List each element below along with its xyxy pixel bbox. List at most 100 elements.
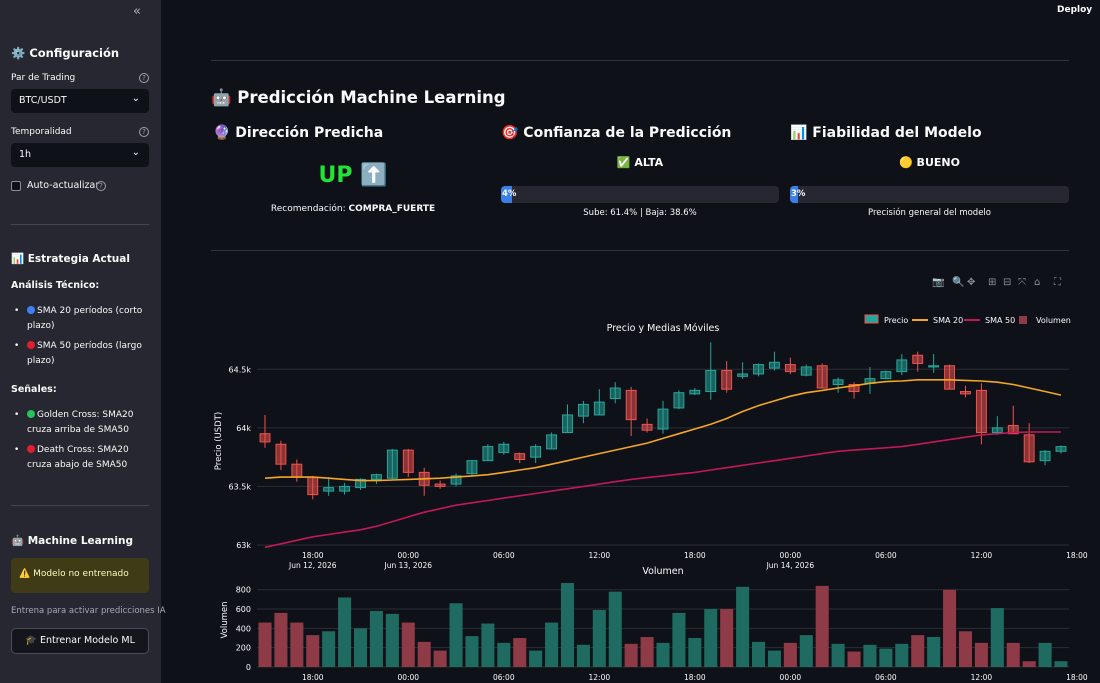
candle[interactable]	[514, 453, 526, 460]
timeframe-help-icon[interactable]: ?	[139, 127, 149, 137]
fullscreen-icon[interactable]: ⛶	[1054, 277, 1061, 288]
volume-bar[interactable]	[1038, 642, 1052, 667]
candle[interactable]	[1055, 446, 1067, 452]
candle[interactable]	[291, 463, 303, 478]
volume-bar[interactable]	[338, 597, 352, 667]
candle[interactable]	[386, 449, 398, 479]
candle[interactable]	[753, 364, 764, 375]
volume-bar[interactable]	[369, 610, 383, 667]
volume-bar[interactable]	[465, 636, 479, 667]
sma50-line[interactable]	[264, 431, 1061, 549]
candle[interactable]	[641, 423, 653, 431]
volume-bar[interactable]	[990, 608, 1004, 667]
volume-bar[interactable]	[322, 631, 336, 667]
candle[interactable]	[339, 485, 351, 492]
candle[interactable]	[657, 408, 669, 430]
candle[interactable]	[928, 365, 940, 368]
candle[interactable]	[498, 443, 510, 453]
legend-label-sma20[interactable]: SMA 20	[933, 316, 963, 325]
volume-bar[interactable]	[385, 613, 399, 667]
volume-bar[interactable]	[720, 609, 734, 667]
candle[interactable]	[562, 414, 573, 434]
volume-bar[interactable]	[974, 642, 988, 667]
auto-update-checkbox[interactable]	[11, 181, 21, 191]
candle[interactable]	[323, 487, 335, 492]
volume-bar[interactable]	[783, 642, 797, 667]
volume-bar[interactable]	[497, 642, 511, 667]
volume-bar[interactable]	[688, 638, 702, 667]
volume-bar[interactable]	[560, 582, 575, 667]
candle[interactable]	[848, 384, 860, 393]
volume-bar[interactable]	[640, 637, 654, 667]
candle[interactable]	[577, 403, 589, 417]
candle[interactable]	[880, 371, 892, 380]
sma20-line[interactable]	[264, 379, 1062, 482]
volume-bar[interactable]	[449, 603, 463, 667]
candle[interactable]	[593, 401, 605, 416]
candle[interactable]	[625, 389, 637, 421]
collapse-sidebar-icon[interactable]: «	[133, 4, 141, 19]
candle[interactable]	[673, 392, 685, 409]
volume-bar[interactable]	[1054, 661, 1068, 667]
candle[interactable]	[991, 427, 1003, 434]
volume-bar[interactable]	[433, 650, 447, 667]
candle[interactable]	[450, 475, 462, 485]
volume-bar[interactable]	[274, 612, 288, 667]
zoom-icon[interactable]: 🔍	[952, 277, 965, 288]
volume-bar[interactable]	[290, 622, 304, 667]
volume-bar[interactable]	[799, 635, 813, 667]
volume-bar[interactable]	[847, 651, 861, 667]
candle[interactable]	[259, 433, 271, 443]
volume-bar[interactable]	[529, 650, 543, 667]
candle[interactable]	[944, 365, 955, 390]
volume-bar[interactable]	[1006, 642, 1020, 667]
legend-label-price[interactable]: Precio	[884, 316, 908, 325]
volume-bar[interactable]	[672, 612, 686, 667]
candle[interactable]	[689, 389, 701, 395]
candle[interactable]	[402, 449, 414, 473]
volume-bar[interactable]	[513, 638, 527, 667]
timeframe-select[interactable]: 1h ⌄	[11, 143, 149, 167]
candle[interactable]	[769, 361, 780, 369]
volume-bar[interactable]	[545, 622, 559, 667]
candle[interactable]	[800, 366, 812, 376]
legend-label-volume[interactable]: Volumen	[1036, 316, 1071, 325]
volume-bar[interactable]	[863, 644, 877, 667]
volume-bar[interactable]	[592, 610, 606, 667]
volume-bar[interactable]	[417, 641, 431, 667]
deploy-button[interactable]: Deploy	[1057, 5, 1093, 15]
volume-bar[interactable]	[879, 648, 893, 667]
pair-help-icon[interactable]: ?	[139, 73, 149, 83]
volume-bar[interactable]	[958, 631, 973, 667]
zoom-in-icon[interactable]: ⊞	[988, 277, 997, 288]
zoom-out-icon[interactable]: ⊟	[1003, 277, 1012, 288]
candle[interactable]	[1039, 450, 1051, 462]
volume-bar[interactable]	[815, 585, 829, 667]
home-icon[interactable]: ⌂	[1034, 277, 1041, 288]
volume-bar[interactable]	[751, 641, 766, 667]
candle[interactable]	[546, 434, 557, 450]
candle[interactable]	[371, 474, 382, 480]
candle[interactable]	[482, 446, 494, 462]
autoscale-icon[interactable]: ⤧	[1018, 277, 1026, 288]
candle[interactable]	[896, 359, 908, 373]
candle[interactable]	[721, 369, 733, 390]
volume-bar[interactable]	[608, 591, 622, 667]
volume-bar[interactable]	[943, 589, 957, 667]
volume-bar[interactable]	[624, 643, 638, 667]
auto-update-help-icon[interactable]: ?	[96, 181, 106, 191]
candle[interactable]	[737, 373, 749, 377]
volume-bar[interactable]	[927, 637, 941, 667]
train-model-button[interactable]: 🎓 Entrenar Modelo ML	[11, 628, 149, 654]
candle[interactable]	[975, 389, 987, 434]
candle[interactable]	[434, 483, 446, 487]
legend-label-sma50[interactable]: SMA 50	[985, 316, 1015, 325]
candle[interactable]	[1007, 425, 1019, 435]
pan-icon[interactable]: ✥	[967, 277, 976, 288]
candle[interactable]	[832, 379, 844, 386]
volume-bar[interactable]	[258, 622, 272, 667]
camera-icon[interactable]: 📷	[932, 277, 945, 288]
volume-bar[interactable]	[481, 623, 495, 667]
candle[interactable]	[355, 478, 366, 489]
